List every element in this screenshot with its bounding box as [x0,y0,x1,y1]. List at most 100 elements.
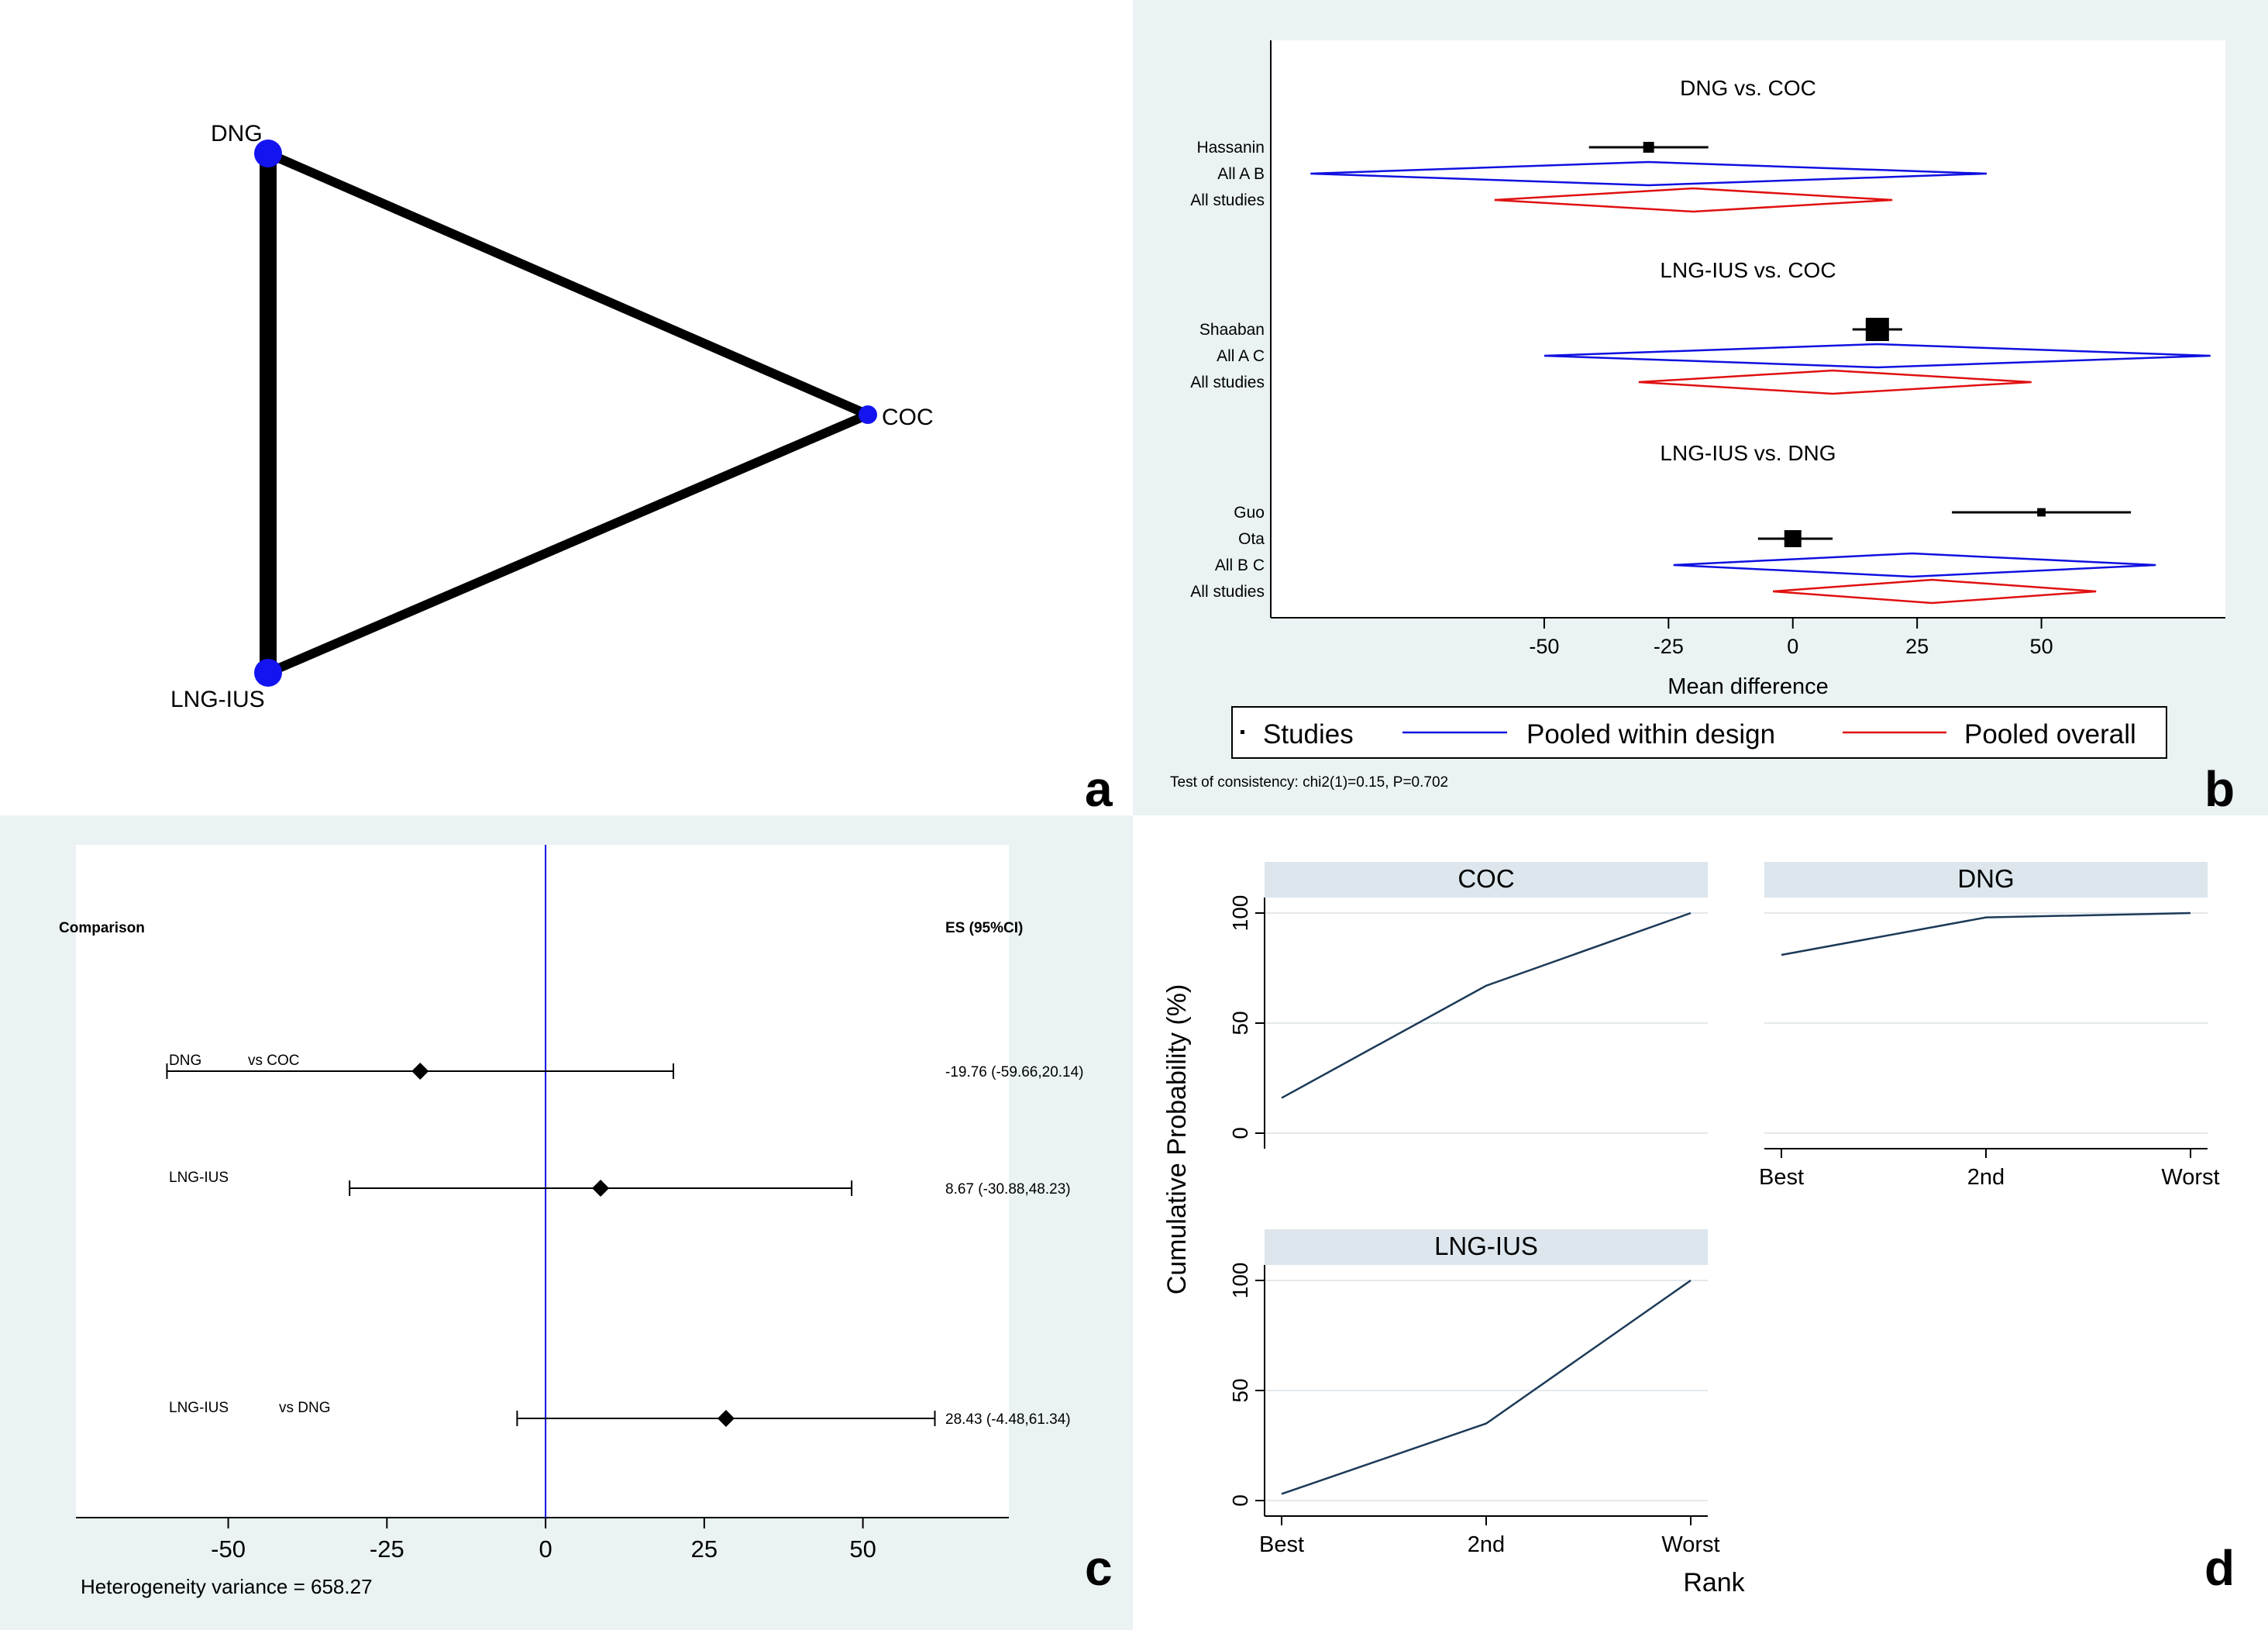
x-tick-label: -50 [211,1535,246,1563]
network-node-label: DNG [211,121,263,146]
x-tick-label: 25 [1905,635,1929,658]
network-node [254,659,282,687]
network-forest-plot: -50 -25 0 25 50 Comparison ES (95%CI) DNG vs COC… [59,845,1084,1598]
network-node [859,405,877,424]
row-label: All A C [1217,347,1265,365]
cumulative-rank-line [1781,911,2191,956]
panel-letter-a: a [1085,761,1113,817]
group-title: DNG vs. COC [1680,76,1816,100]
y-axis-title: Cumulative Probability (%) [1162,984,1192,1295]
study-marker [1865,318,1889,341]
effect-marker [717,1410,735,1427]
row-label: All B C [1215,557,1265,574]
y-tick-label: 100 [1228,1263,1252,1299]
network-plot: DNG COC LNG-IUS [170,121,934,712]
row-label: All A B [1217,165,1265,183]
x-axis-title: Mean difference [1667,674,1828,699]
x-tick-label: 2nd [1468,1532,1505,1557]
row-label: All studies [1190,583,1265,601]
x-tick-label: Worst [1661,1532,1719,1557]
group-title: LNG-IUS vs. DNG [1660,441,1836,465]
comparison-treatment: LNG-IUS [169,1400,229,1416]
comparison-treatment: DNG [169,1053,201,1069]
legend: Studies Pooled within design Pooled overal… [1231,706,2167,759]
subplot-header [1265,1229,1708,1265]
panel-b-plot-area [1271,40,2225,618]
x-tick-label: Worst [2161,1165,2219,1190]
rank-subplot: LNG-IUS 0 50 100 Best 2nd Worst [1228,1229,1720,1557]
y-tick-label: 50 [1228,1378,1252,1402]
study-marker [1784,530,1802,547]
column-header-es: ES (95%CI) [945,920,1023,936]
x-tick-label: Best [1759,1165,1804,1190]
x-tick-label: 0 [539,1535,552,1563]
pooled-overall-diamond [1638,369,2032,395]
cumulative-rank-plot: COC 0 50 100 DNG Best 2nd Worst LNG-IUS 0 50 100 Bes… [1162,862,2220,1597]
row-label: All studies [1190,191,1265,209]
comparison-treatment: LNG-IUS [169,1170,229,1186]
network-edge [263,149,872,419]
panel-letter-d: d [2204,1540,2235,1596]
comparison-versus: vs COC [248,1053,300,1069]
x-tick-label: 50 [2030,635,2053,658]
y-tick-label: 0 [1228,1127,1252,1139]
x-tick-label: 25 [691,1535,718,1563]
x-tick-label: -50 [1529,635,1559,658]
consistency-test-note: Test of consistency: chi2(1)=0.15, P=0.7… [1170,774,1448,791]
subplot-header [1265,862,1708,898]
y-tick-label: 0 [1228,1494,1252,1507]
legend-box [1231,706,2167,759]
network-edge [263,410,872,677]
network-node-label: COC [882,405,934,430]
study-marker [2037,508,2046,517]
column-header-comparison: Comparison [59,920,145,936]
heterogeneity-note: Heterogeneity variance = 658.27 [81,1575,373,1598]
rank-subplot: COC 0 50 100 [1228,862,1708,1149]
legend-label: Pooled within design [1526,719,1775,750]
y-tick-label: 100 [1228,895,1252,932]
row-label: Hassanin [1196,139,1265,157]
x-axis-title: Rank [1683,1568,1745,1597]
pooled-design-diamond [1673,552,2156,578]
cumulative-rank-line [1281,911,1692,1099]
comparison-versus: vs DNG [279,1400,331,1416]
x-tick-label: 2nd [1967,1165,2005,1190]
effect-marker [411,1063,429,1080]
pooled-design-diamond [1310,160,1988,187]
subplot-header [1764,862,2208,898]
x-tick-label: -25 [1654,635,1684,658]
legend-study-marker [1241,730,1244,734]
effect-size-text: 28.43 (-4.48,61.34) [945,1411,1071,1428]
row-label: Ota [1238,530,1265,548]
x-tick-label: 0 [1787,635,1798,658]
pooled-design-diamond [1544,343,2211,369]
pooled-overall-diamond [1494,187,1893,213]
effect-size-text: -19.76 (-59.66,20.14) [945,1064,1084,1080]
panel-letter-c: c [1085,1540,1113,1596]
row-label: All studies [1190,374,1265,391]
x-tick-label: -25 [370,1535,404,1563]
group-title: LNG-IUS vs. COC [1660,258,1836,282]
legend-label: Studies [1263,719,1354,750]
study-marker [1643,142,1654,153]
y-tick-label: 50 [1228,1011,1252,1035]
subplot-title: LNG-IUS [1434,1232,1538,1260]
legend-label: Pooled overall [1964,719,2136,750]
consistency-forest-plot: -50 -25 0 25 50 Mean difference DNG vs. COC Has… [1170,40,2225,791]
effect-marker [592,1180,610,1197]
subplot-title: DNG [1957,864,2014,893]
row-label: Guo [1234,504,1265,522]
panel-letter-b: b [2204,761,2235,817]
network-node-label: LNG-IUS [170,687,265,712]
row-label: Shaaban [1199,321,1265,339]
network-node [254,140,282,167]
cumulative-rank-line [1281,1279,1692,1495]
x-tick-label: 50 [849,1535,876,1563]
panel-c-plot-area [76,845,1009,1518]
x-tick-label: Best [1259,1532,1304,1557]
rank-subplot: DNG Best 2nd Worst [1759,862,2220,1190]
subplot-title: COC [1458,864,1514,893]
effect-size-text: 8.67 (-30.88,48.23) [945,1181,1071,1198]
pooled-overall-diamond [1772,578,2097,605]
